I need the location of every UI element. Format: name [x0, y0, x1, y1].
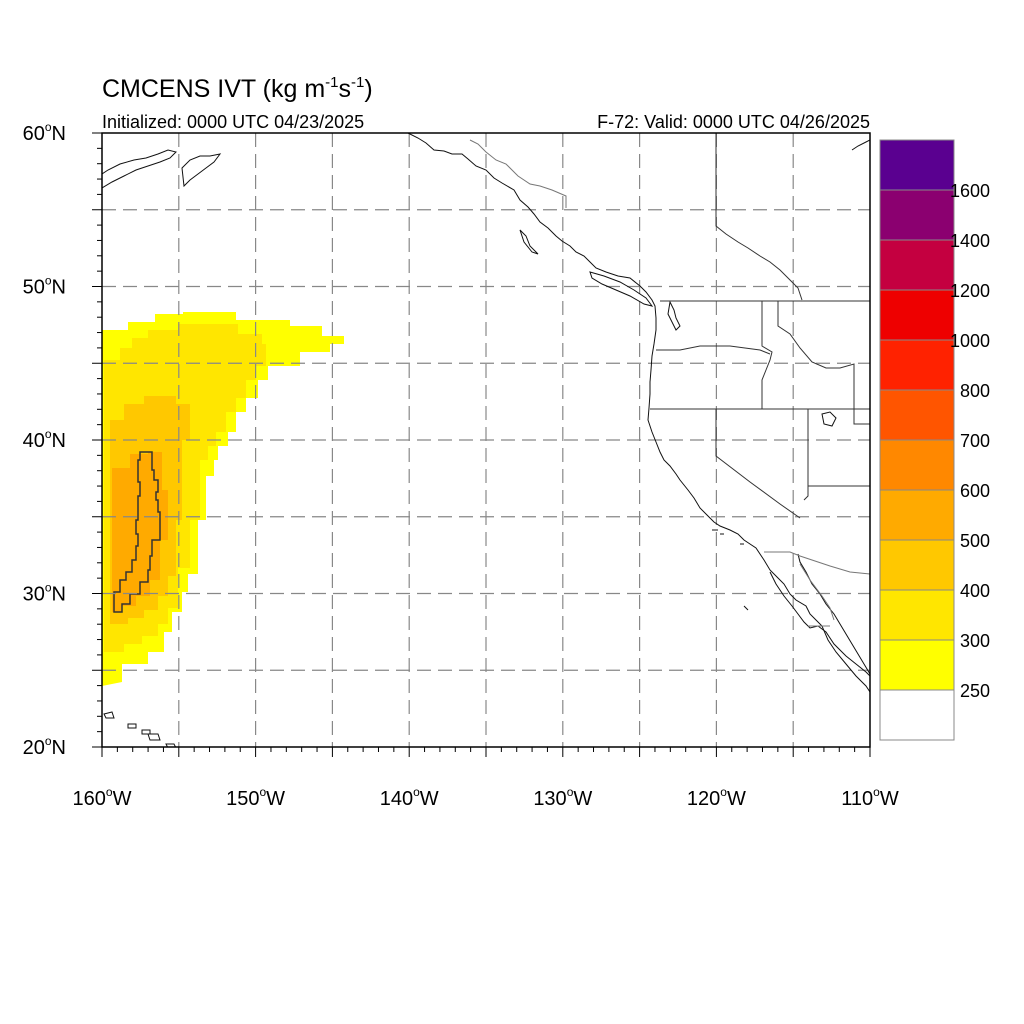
init-time-label: Initialized: 0000 UTC 04/23/2025	[102, 112, 364, 132]
coastlines	[102, 133, 870, 747]
lon-tick-label: 160oW	[73, 785, 132, 810]
colorbar-label: 300	[960, 631, 990, 651]
colorbar-swatch	[879, 689, 955, 741]
colorbar-label: 1000	[950, 331, 990, 351]
colorbar-swatch	[879, 639, 955, 691]
lon-tick-label: 130oW	[533, 785, 592, 810]
border-ca-nv	[715, 409, 801, 519]
colorbar-swatch	[879, 439, 955, 491]
colorbar-swatch	[879, 239, 955, 291]
colorbar-swatch	[879, 389, 955, 441]
colorbar-label: 500	[960, 531, 990, 551]
border-mexico-us	[764, 551, 870, 575]
coastline-great-salt-lake	[821, 411, 837, 427]
colorbar-swatch	[879, 139, 955, 191]
colorbar-label: 400	[960, 581, 990, 601]
coastline-gulf-alaska	[851, 139, 870, 151]
lon-tick-label: 150oW	[226, 785, 285, 810]
colorbar-label: 1200	[950, 281, 990, 301]
colorbar-swatch	[879, 589, 955, 641]
map-title: CMCENS IVT (kg m-1s-1)	[102, 74, 373, 103]
colorbar-frame	[879, 139, 955, 741]
lon-tick-label: 120oW	[687, 785, 746, 810]
lat-tick-label: 60oN	[23, 120, 66, 145]
colorbar-label: 600	[960, 481, 990, 501]
lat-tick-label: 40oN	[23, 427, 66, 452]
lat-tick-label: 30oN	[23, 581, 66, 606]
coastline-haida-gwaii	[519, 229, 539, 255]
coastline-alaska-west	[102, 149, 177, 189]
colorbar-swatch	[879, 539, 955, 591]
border-alaska-bc	[469, 139, 567, 208]
colorbar-label: 1400	[950, 231, 990, 251]
border-wa-or	[656, 345, 771, 355]
valid-time-label: F-72: Valid: 0000 UTC 04/26/2025	[597, 112, 870, 132]
border-id-mt	[777, 301, 870, 425]
lat-tick-label: 20oN	[23, 734, 66, 759]
colorbar-swatch	[879, 289, 955, 341]
border-yukon-nwt	[715, 133, 803, 301]
coastline-hawaii	[103, 711, 177, 747]
colorbar-label: 800	[960, 381, 990, 401]
colorbar-swatch	[879, 489, 955, 541]
coastline-channel-islands	[712, 529, 749, 611]
colorbar-label: 700	[960, 431, 990, 451]
border-nv-ut	[803, 409, 809, 501]
border-wa-id	[761, 301, 773, 409]
colorbar-label: 1600	[950, 181, 990, 201]
lat-tick-label: 50oN	[23, 274, 66, 299]
colorbar-label: 250	[960, 681, 990, 701]
coastline-baja	[797, 553, 870, 675]
coastline-vancouver-island	[589, 271, 654, 307]
political-borders	[469, 133, 870, 627]
lon-tick-label: 140oW	[380, 785, 439, 810]
border-sonora	[799, 563, 835, 621]
coastline-north-america	[407, 133, 870, 693]
lon-tick-label: 110oW	[841, 785, 899, 810]
colorbar: 250 300 400 500 600 700 800 1000 1200 1400 1600	[879, 139, 990, 741]
ivt-500-contour	[113, 451, 161, 613]
coastline-puget	[667, 300, 681, 331]
axis-ticks: 60oN 50oN 40oN 30oN 20oN 160oW 150oW 140oW 130oW…	[23, 120, 899, 810]
coastline-kodiak	[181, 153, 222, 188]
colorbar-swatch	[879, 189, 955, 241]
colorbar-swatch	[879, 339, 955, 391]
coastline-baja-west	[769, 571, 870, 677]
ivt-shading	[102, 312, 344, 686]
lat-lon-grid	[102, 133, 870, 747]
